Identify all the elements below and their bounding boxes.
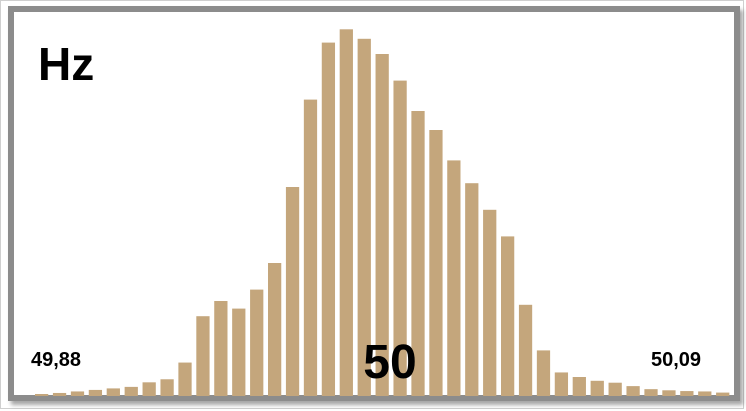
histogram-bar xyxy=(536,350,551,396)
histogram-bar xyxy=(339,29,353,397)
histogram-bar xyxy=(465,183,479,396)
histogram-bar xyxy=(303,99,318,396)
histogram-bar xyxy=(680,391,694,396)
histogram-bar xyxy=(590,380,604,396)
histogram-bar xyxy=(321,42,336,396)
histogram-bar xyxy=(268,263,282,396)
histogram-bar xyxy=(662,390,676,396)
tick-label-left: 49,88 xyxy=(31,349,81,371)
histogram-bar xyxy=(142,382,156,396)
histogram-bar xyxy=(196,316,210,396)
chart-panel xyxy=(8,6,740,401)
histogram-bar xyxy=(250,289,264,396)
chart-title: Hz xyxy=(38,38,94,90)
histogram-bar xyxy=(501,236,515,396)
histogram-bar xyxy=(447,160,461,396)
histogram-bar xyxy=(393,80,407,396)
tick-label-right: 50,09 xyxy=(651,349,701,371)
histogram-bar xyxy=(572,377,586,396)
histogram-bar xyxy=(106,388,120,396)
histogram-bar xyxy=(70,391,85,396)
histogram-bar xyxy=(644,389,658,396)
histogram-bar xyxy=(357,38,371,397)
histogram-bar xyxy=(35,394,49,396)
histogram-bar xyxy=(429,130,443,396)
histogram-bar xyxy=(411,111,425,396)
histogram-bar xyxy=(375,54,389,396)
histogram-bar xyxy=(285,187,300,396)
histogram-bar xyxy=(178,362,192,396)
histogram-bar xyxy=(554,372,569,396)
histogram-bar xyxy=(483,209,497,396)
tick-label-center: 50 xyxy=(363,336,416,389)
histogram-bar xyxy=(124,386,138,396)
histogram-bar xyxy=(518,304,533,396)
histogram-bar xyxy=(232,308,246,396)
histogram-bar xyxy=(716,392,730,396)
histogram-bar xyxy=(626,386,640,396)
histogram-bar xyxy=(214,301,228,396)
histogram-bar xyxy=(52,392,67,396)
histogram-bar xyxy=(698,391,712,396)
bars-group xyxy=(35,29,730,397)
histogram-bar xyxy=(88,389,103,396)
histogram-bar xyxy=(608,382,622,396)
histogram-bar xyxy=(160,379,174,396)
